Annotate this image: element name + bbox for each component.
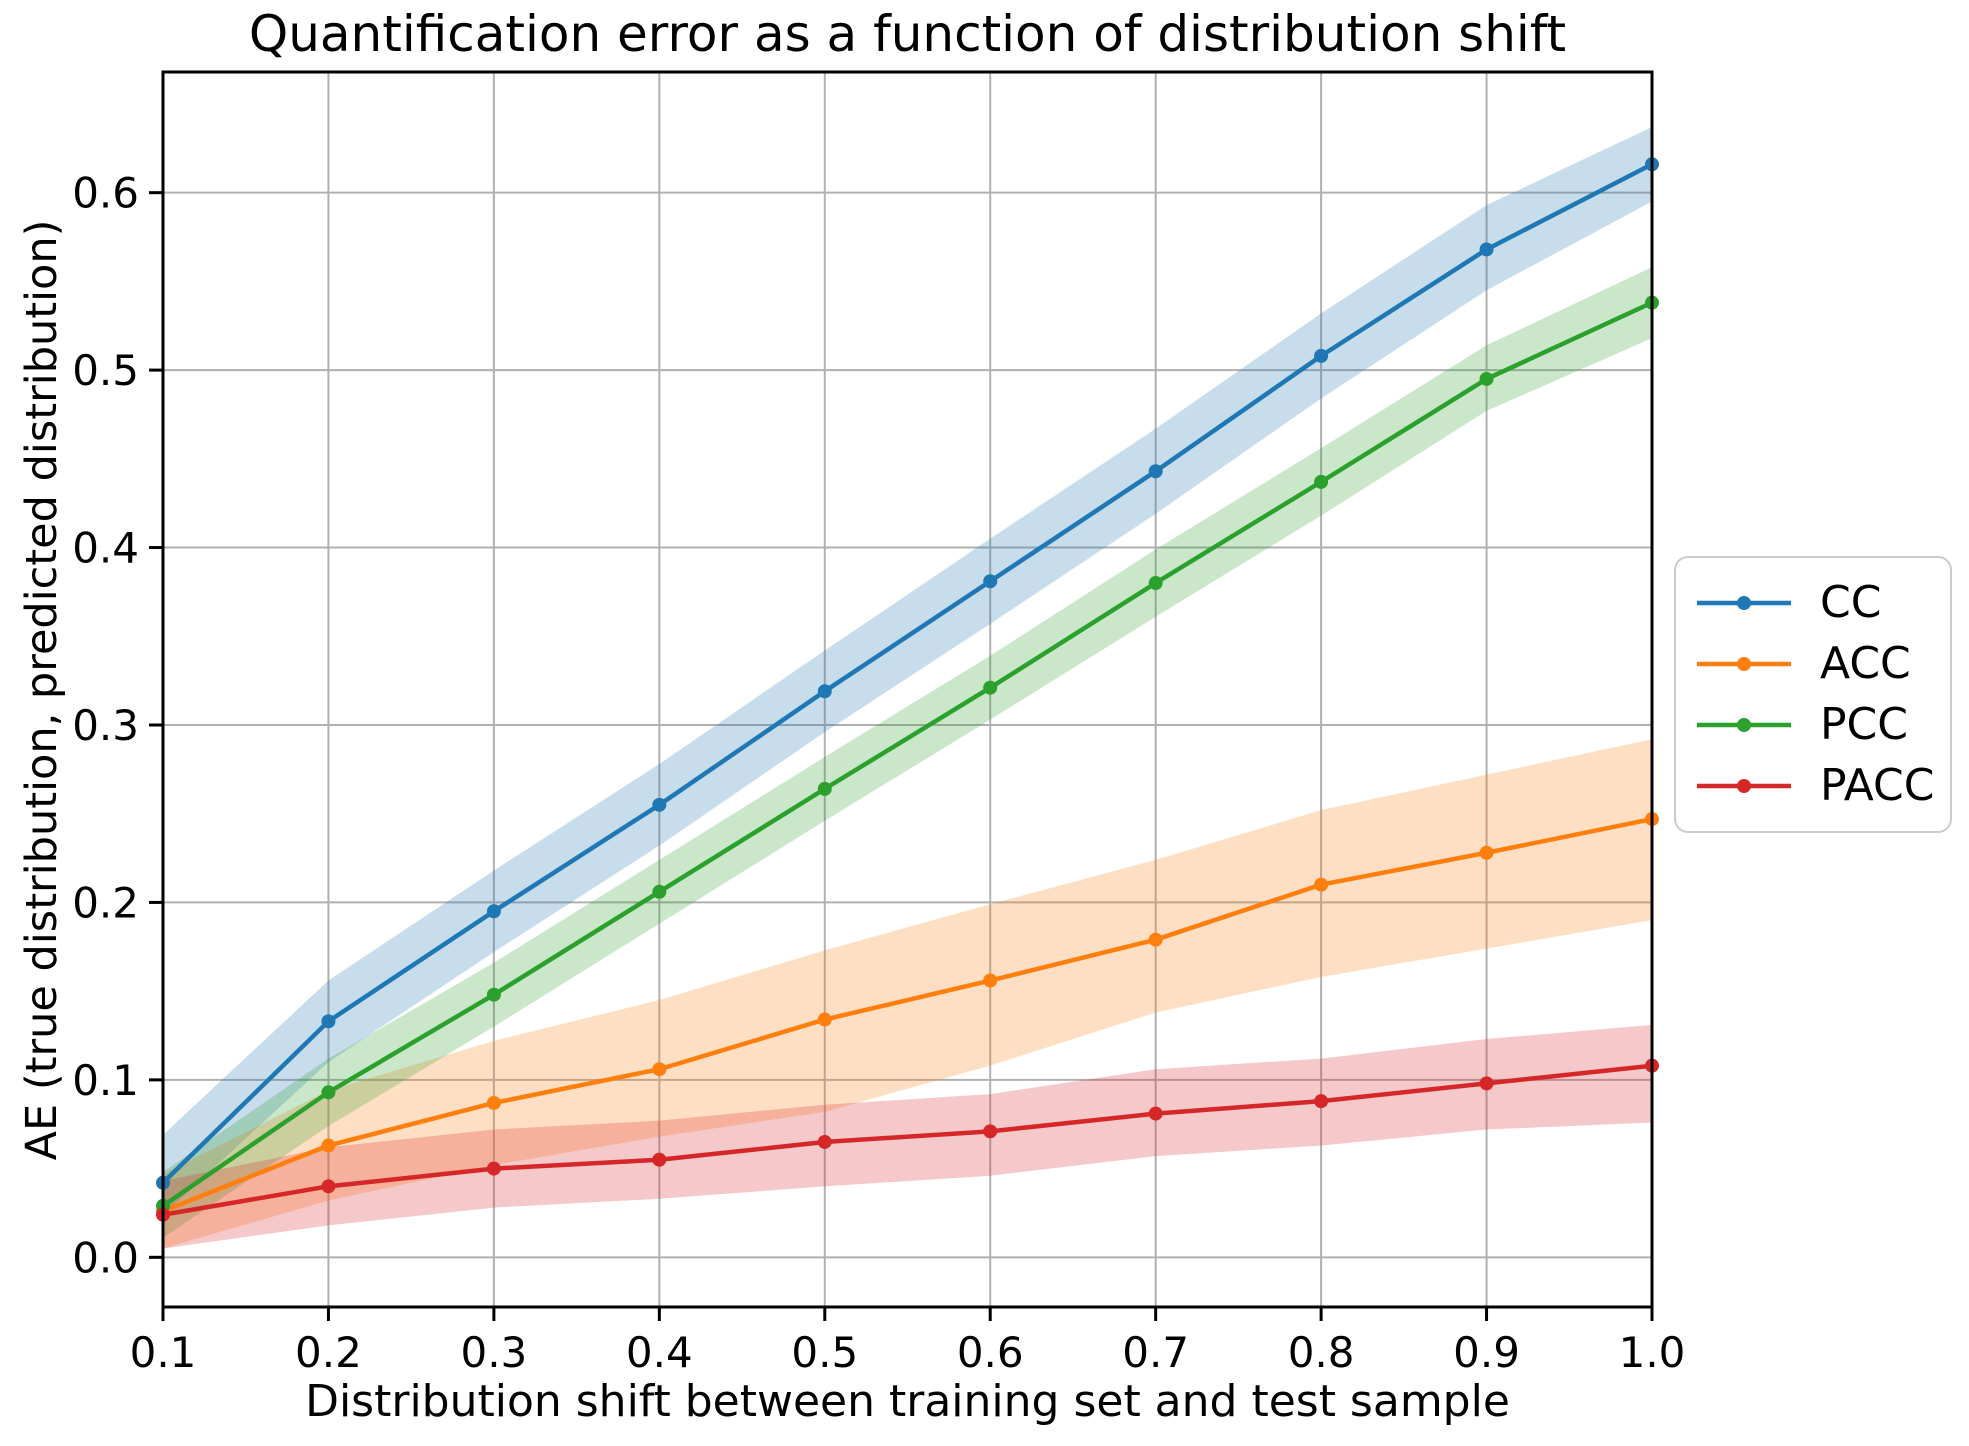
x-tick-label: 0.9 <box>1453 1328 1520 1377</box>
legend-item-pcc: PCC <box>1694 703 1940 747</box>
x-axis-label: Distribution shift between training set … <box>305 1376 1510 1427</box>
data-point-acc <box>1148 932 1163 947</box>
y-tick-label: 0.3 <box>72 701 139 750</box>
x-tick-label: 0.1 <box>130 1328 197 1377</box>
data-point-cc <box>1148 464 1163 479</box>
legend-label: PACC <box>1820 760 1935 812</box>
y-tick-label: 0.1 <box>72 1056 139 1105</box>
legend-line-marker-swatch <box>1697 595 1791 610</box>
data-point-acc <box>1479 845 1494 860</box>
legend-marker-dot <box>1737 779 1751 794</box>
data-point-pcc <box>983 680 998 695</box>
axes-spines <box>161 70 1654 1309</box>
data-point-pacc <box>1479 1076 1494 1091</box>
data-point-cc <box>321 1014 336 1029</box>
x-tick-label: 0.3 <box>460 1328 527 1377</box>
data-point-acc <box>321 1138 336 1153</box>
x-tick-label: 1.0 <box>1619 1328 1686 1377</box>
x-tick-label: 0.6 <box>957 1328 1024 1377</box>
x-tick-label: 0.8 <box>1288 1328 1355 1377</box>
x-tick-label: 0.5 <box>791 1328 858 1377</box>
x-tick-label: 0.7 <box>1122 1328 1189 1377</box>
data-point-pacc <box>1148 1106 1163 1121</box>
data-point-pcc <box>652 884 667 899</box>
confidence-band-cc <box>163 127 1652 1215</box>
legend-marker-dot <box>1737 595 1751 610</box>
legend-line-marker-swatch <box>1697 656 1791 671</box>
data-point-pacc <box>652 1152 667 1167</box>
chart-title: Quantification error as a function of di… <box>248 5 1567 63</box>
legend-label: PCC <box>1820 699 1908 751</box>
data-point-cc <box>652 797 667 812</box>
data-point-cc <box>1479 242 1494 257</box>
legend-label: ACC <box>1820 637 1911 689</box>
y-tick-label: 0.4 <box>72 524 139 573</box>
data-point-pacc <box>983 1124 998 1139</box>
data-point-acc <box>983 973 998 988</box>
y-tick-label: 0.5 <box>72 346 139 395</box>
data-point-acc <box>817 1012 832 1027</box>
data-point-pcc <box>817 781 832 796</box>
legend-item-pacc: PACC <box>1694 764 1940 808</box>
data-point-cc <box>817 684 832 699</box>
y-tick-label: 0.2 <box>72 878 139 927</box>
data-point-pcc <box>1479 371 1494 386</box>
series-line-cc <box>160 162 1655 1186</box>
data-point-pcc <box>486 987 501 1002</box>
data-point-pacc <box>817 1134 832 1149</box>
x-tick-label: 0.2 <box>295 1328 362 1377</box>
legend-marker-dot <box>1737 718 1751 733</box>
y-tick-label: 0.6 <box>72 169 139 218</box>
series-line-acc <box>160 816 1655 1214</box>
data-point-cc <box>983 574 998 589</box>
x-tick-label: 0.4 <box>626 1328 693 1377</box>
legend-label: CC <box>1820 576 1882 628</box>
data-point-cc <box>1314 348 1329 363</box>
confidence-band-acc <box>163 739 1652 1249</box>
series-line-pacc <box>160 1063 1655 1217</box>
series-line-pcc <box>160 300 1655 1209</box>
legend: CC ACC PCC PACC <box>1674 556 1952 833</box>
data-point-pcc <box>1148 576 1163 591</box>
confidence-band-pcc <box>163 267 1652 1238</box>
data-point-acc <box>652 1062 667 1077</box>
data-point-pcc <box>1314 474 1329 489</box>
legend-line-marker-swatch <box>1697 718 1791 733</box>
legend-item-acc: ACC <box>1694 637 1940 689</box>
data-point-acc <box>486 1095 501 1110</box>
legend-item-cc: CC <box>1694 576 1940 628</box>
data-point-pacc <box>321 1179 336 1194</box>
y-tick-label: 0.0 <box>72 1233 139 1282</box>
data-point-pcc <box>321 1085 336 1100</box>
data-point-cc <box>486 904 501 919</box>
data-point-pacc <box>1314 1094 1329 1109</box>
legend-line-marker-swatch <box>1697 779 1791 794</box>
data-point-pacc <box>486 1161 501 1176</box>
data-point-acc <box>1314 877 1329 892</box>
legend-marker-dot <box>1737 656 1751 671</box>
